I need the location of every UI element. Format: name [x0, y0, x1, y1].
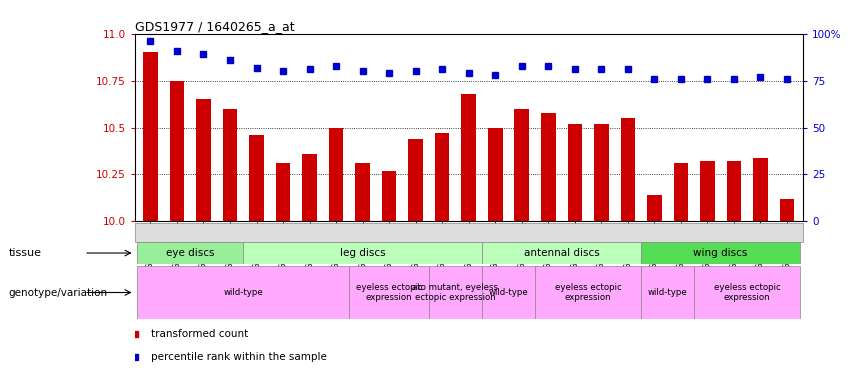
Text: wild-type: wild-type [489, 288, 529, 297]
Bar [647, 195, 661, 221]
Bar [135, 223, 803, 242]
Bar [276, 163, 291, 221]
Bar [302, 154, 317, 221]
Bar [594, 124, 608, 221]
Bar [541, 112, 556, 221]
Bar [223, 109, 237, 221]
Bar [641, 266, 694, 319]
Text: antennal discs: antennal discs [523, 248, 600, 258]
Text: genotype/variation: genotype/variation [9, 288, 108, 297]
Bar [137, 266, 349, 319]
Bar [169, 81, 184, 221]
Bar [482, 242, 641, 264]
Bar [435, 133, 450, 221]
Bar [329, 128, 344, 221]
Bar [753, 158, 768, 221]
Text: eyeless ectopic
expression: eyeless ectopic expression [713, 283, 780, 302]
Text: wild-type: wild-type [648, 288, 687, 297]
Bar [488, 128, 503, 221]
Bar [568, 124, 582, 221]
Bar [674, 163, 688, 221]
Text: wing discs: wing discs [694, 248, 748, 258]
Bar [694, 266, 800, 319]
Text: eyeless ectopic
expression: eyeless ectopic expression [356, 283, 423, 302]
Bar [482, 266, 535, 319]
Bar [249, 135, 264, 221]
Bar [429, 266, 482, 319]
Bar [243, 242, 482, 264]
Bar [779, 199, 794, 221]
Bar [462, 94, 476, 221]
Text: tissue: tissue [9, 248, 42, 258]
Text: leg discs: leg discs [339, 248, 385, 258]
Bar [727, 161, 741, 221]
Bar [515, 109, 529, 221]
Bar [641, 242, 800, 264]
Bar [621, 118, 635, 221]
Text: eye discs: eye discs [166, 248, 214, 258]
Text: ato mutant, eyeless
ectopic expression: ato mutant, eyeless ectopic expression [412, 283, 498, 302]
Text: eyeless ectopic
expression: eyeless ectopic expression [555, 283, 621, 302]
Bar [700, 161, 714, 221]
Bar [408, 139, 423, 221]
Bar [355, 163, 370, 221]
Text: transformed count: transformed count [151, 329, 248, 339]
Text: percentile rank within the sample: percentile rank within the sample [151, 352, 327, 362]
Bar [382, 171, 397, 221]
Bar [137, 242, 243, 264]
Bar [143, 53, 158, 221]
Text: GDS1977 / 1640265_a_at: GDS1977 / 1640265_a_at [135, 20, 294, 33]
Text: wild-type: wild-type [223, 288, 263, 297]
Bar [535, 266, 641, 319]
Bar [349, 266, 429, 319]
Bar [196, 99, 211, 221]
